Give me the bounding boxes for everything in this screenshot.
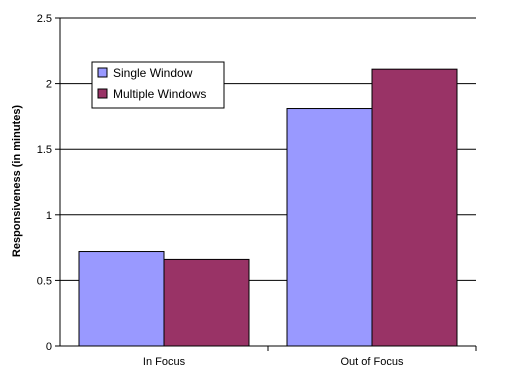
y-tick-label: 2	[46, 79, 52, 91]
y-axis-label: Responsiveness (in minutes)	[11, 105, 23, 258]
y-tick-labels: 0 0.5 1 1.5 2 2.5	[37, 13, 52, 353]
x-tick-label: In Focus	[143, 356, 186, 368]
legend-label: Multiple Windows	[113, 87, 206, 101]
bar	[78, 251, 165, 347]
legend: Single Window Multiple Windows	[91, 61, 225, 109]
x-tick-label: Out of Focus	[341, 356, 404, 368]
bar	[371, 68, 458, 347]
y-tick-label: 1.5	[37, 144, 52, 156]
y-tick-label: 0	[46, 341, 52, 353]
legend-label: Single Window	[113, 66, 193, 80]
legend-box	[91, 61, 225, 109]
bar	[286, 108, 373, 347]
legend-swatch	[97, 88, 108, 99]
y-tick-label: 0.5	[37, 275, 52, 287]
axes	[59, 18, 477, 351]
bars	[78, 68, 458, 347]
x-tick-labels: In Focus Out of Focus	[143, 356, 404, 368]
bar	[163, 258, 250, 347]
y-tick-label: 2.5	[37, 13, 52, 25]
legend-swatch	[97, 67, 108, 78]
y-tick-label: 1	[46, 210, 52, 222]
